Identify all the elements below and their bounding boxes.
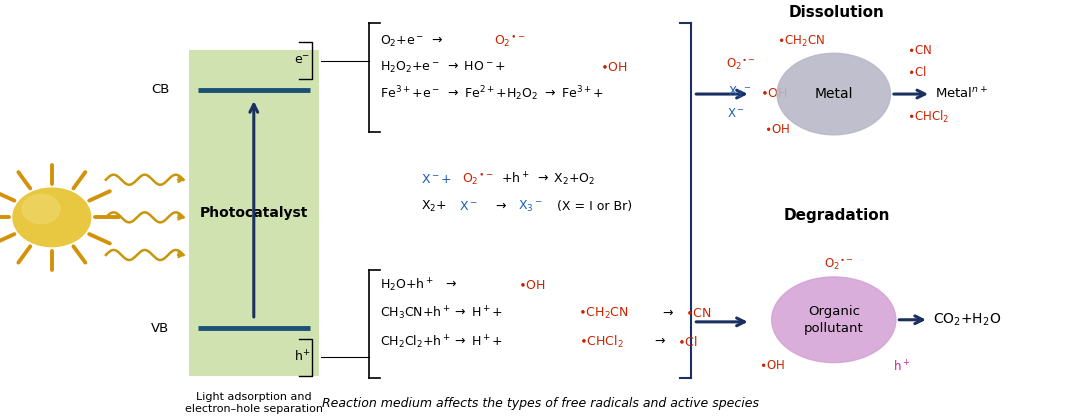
Ellipse shape: [22, 194, 60, 224]
Text: CB: CB: [151, 83, 170, 97]
Text: $\bullet$Cl: $\bullet$Cl: [677, 335, 698, 349]
Text: Organic
pollutant: Organic pollutant: [804, 305, 864, 335]
Text: Degradation: Degradation: [784, 208, 890, 223]
Text: $\bullet$OH: $\bullet$OH: [765, 123, 791, 136]
Ellipse shape: [778, 54, 890, 135]
Text: O$_2$$^{\bullet-}$: O$_2$$^{\bullet-}$: [824, 257, 854, 272]
Text: $\bullet$OH: $\bullet$OH: [600, 61, 629, 74]
Text: X$_2$+: X$_2$+: [421, 199, 447, 214]
Text: O$_2$+e$^-$ $\rightarrow$: O$_2$+e$^-$ $\rightarrow$: [380, 34, 447, 49]
Text: Light adsorption and
electron–hole separation: Light adsorption and electron–hole separ…: [185, 392, 323, 415]
Text: O$_2$$^{\bullet-}$: O$_2$$^{\bullet-}$: [462, 172, 494, 187]
Text: VB: VB: [151, 321, 170, 335]
Text: $\bullet$CHCl$_2$: $\bullet$CHCl$_2$: [907, 109, 949, 125]
Text: $\rightarrow$: $\rightarrow$: [648, 335, 670, 349]
Text: CO$_2$+H$_2$O: CO$_2$+H$_2$O: [933, 311, 1001, 328]
Text: CH$_2$Cl$_2$+h$^+$$\rightarrow$ H$^+$+: CH$_2$Cl$_2$+h$^+$$\rightarrow$ H$^+$+: [380, 333, 503, 351]
Text: $\bullet$OH: $\bullet$OH: [518, 278, 546, 292]
Text: $\bullet$OH: $\bullet$OH: [760, 87, 788, 100]
Text: +h$^+$ $\rightarrow$ X$_2$+O$_2$: +h$^+$ $\rightarrow$ X$_2$+O$_2$: [501, 171, 596, 189]
Text: Photocatalyst: Photocatalyst: [200, 206, 308, 220]
Text: Metal: Metal: [814, 87, 853, 101]
Ellipse shape: [13, 188, 91, 247]
Text: $\bullet$CHCl$_2$: $\bullet$CHCl$_2$: [579, 334, 624, 350]
Text: X$^-$+: X$^-$+: [421, 173, 453, 186]
Text: e$^{-}$: e$^{-}$: [295, 54, 310, 67]
Text: H$_2$O$_2$+e$^-$ $\rightarrow$ HO$^-$+: H$_2$O$_2$+e$^-$ $\rightarrow$ HO$^-$+: [380, 60, 505, 75]
Text: $\rightarrow$: $\rightarrow$: [656, 307, 677, 320]
Text: $\rightarrow$: $\rightarrow$: [489, 200, 511, 214]
Text: $\bullet$Cl: $\bullet$Cl: [907, 65, 927, 79]
Text: Dissolution: Dissolution: [789, 5, 885, 20]
Text: $\bullet$CN: $\bullet$CN: [685, 307, 712, 320]
Text: $\bullet$CN: $\bullet$CN: [907, 44, 932, 58]
Text: H$_2$O+h$^+$  $\rightarrow$: H$_2$O+h$^+$ $\rightarrow$: [380, 276, 460, 294]
Text: Fe$^{3+}$+e$^-$ $\rightarrow$ Fe$^{2+}$+H$_2$O$_2$ $\rightarrow$ Fe$^{3+}$+: Fe$^{3+}$+e$^-$ $\rightarrow$ Fe$^{2+}$+…: [380, 84, 604, 103]
Text: X$^-$: X$^-$: [459, 200, 477, 214]
Text: h$^{+}$: h$^{+}$: [294, 350, 311, 365]
Text: Metal$^{n+}$: Metal$^{n+}$: [935, 87, 988, 102]
Ellipse shape: [771, 277, 896, 363]
Text: $\bullet$CH$_2$CN: $\bullet$CH$_2$CN: [578, 306, 629, 321]
Text: $\bullet$CH$_2$CN: $\bullet$CH$_2$CN: [778, 34, 825, 49]
Text: $\bullet$OH: $\bullet$OH: [759, 359, 785, 372]
Text: h$^+$: h$^+$: [893, 359, 910, 375]
Text: X$_3$$^-$: X$_3$$^-$: [518, 199, 543, 214]
Text: O$_2$$^{\bullet-}$: O$_2$$^{\bullet-}$: [494, 34, 525, 49]
Text: CH$_3$CN+h$^+$$\rightarrow$ H$^+$+: CH$_3$CN+h$^+$$\rightarrow$ H$^+$+: [380, 305, 503, 322]
Bar: [189, 50, 319, 376]
Text: X$_3$$^-$: X$_3$$^-$: [728, 85, 752, 100]
Text: X$^-$: X$^-$: [727, 107, 745, 120]
Text: Reaction medium affects the types of free radicals and active species: Reaction medium affects the types of fre…: [322, 398, 758, 410]
Text: O$_2$$^{\bullet-}$: O$_2$$^{\bullet-}$: [726, 57, 756, 72]
Text: (X = I or Br): (X = I or Br): [553, 200, 632, 214]
